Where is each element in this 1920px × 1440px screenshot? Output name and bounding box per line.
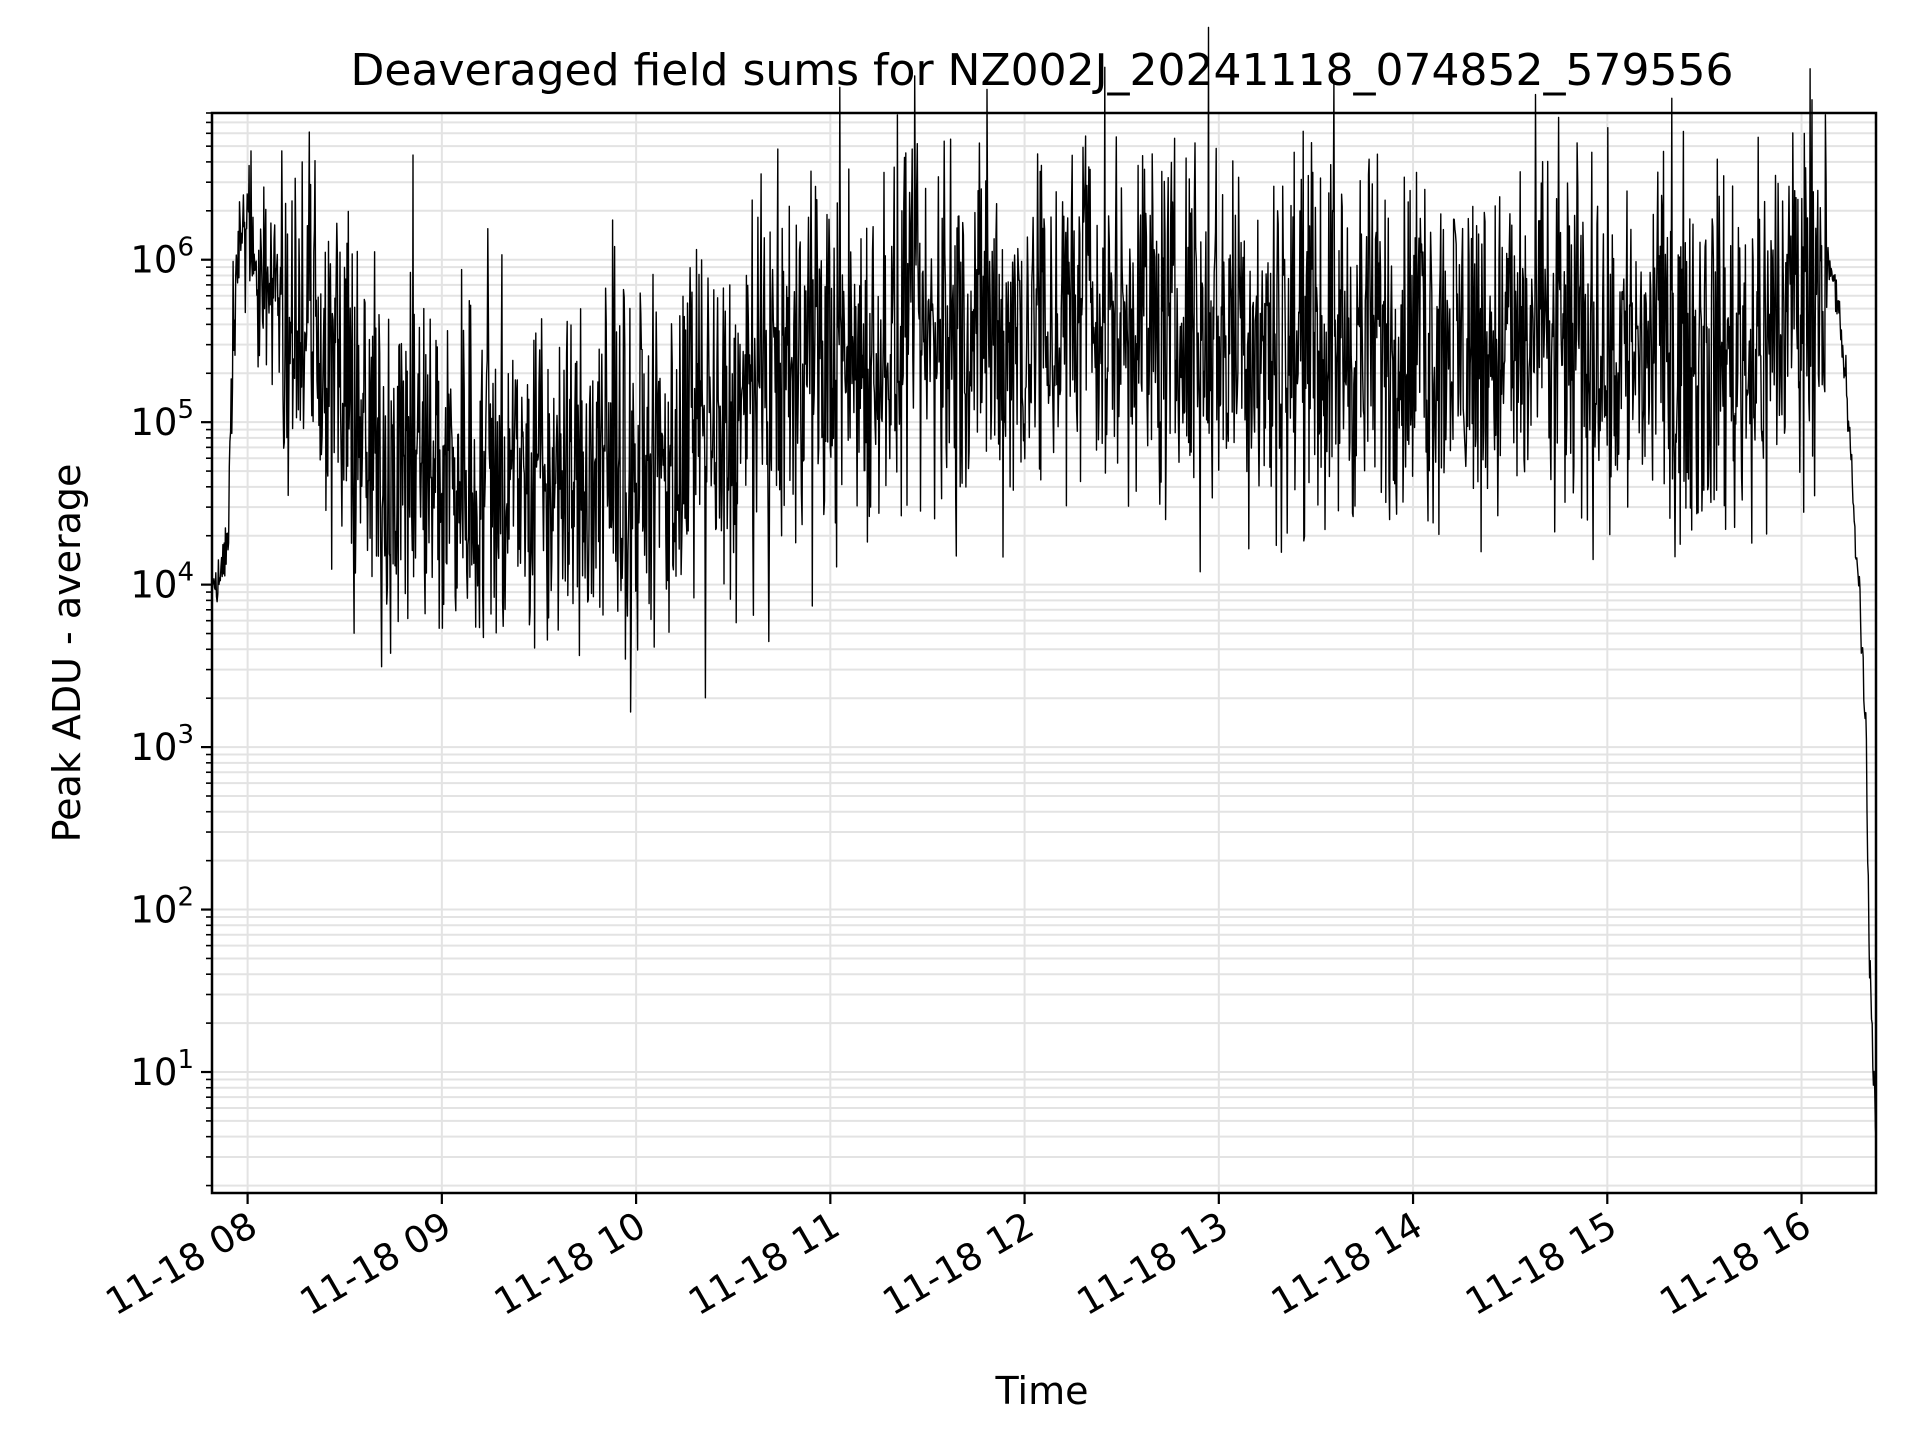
y-tick-label: 103 [130,720,194,769]
series-line [211,26,1877,1139]
y-tick-label: 105 [130,395,194,444]
x-tick-label: 11-18 10 [487,1204,653,1324]
x-tick-label: 11-18 13 [1070,1204,1236,1324]
chart-title: Deaveraged field sums for NZ002J_2024111… [351,45,1734,96]
x-tick-label: 11-18 09 [293,1204,459,1324]
x-tick-label: 11-18 08 [99,1204,265,1324]
y-tick-label: 106 [130,233,194,282]
y-tick-label: 104 [130,558,194,607]
y-tick-label: 102 [130,883,194,932]
series-trace [211,26,1877,1139]
x-tick-label: 11-18 12 [876,1204,1042,1324]
y-axis-label: Peak ADU - average [45,464,89,843]
y-tick-label: 101 [130,1045,194,1094]
x-tick-label: 11-18 16 [1652,1204,1818,1324]
x-axis-label: Time [995,1369,1089,1413]
x-tick-label: 11-18 15 [1458,1204,1624,1324]
plot-area [210,111,1878,1195]
x-tick-label: 11-18 14 [1264,1204,1430,1324]
x-tick-label: 11-18 11 [681,1204,847,1324]
